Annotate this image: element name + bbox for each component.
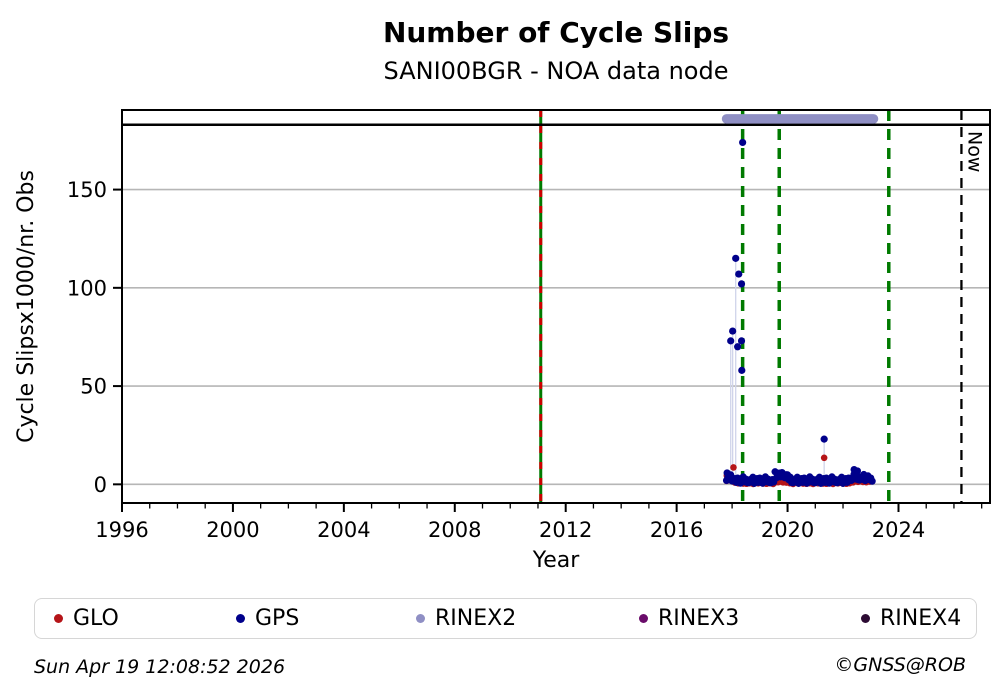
legend-item-rinex2: RINEX2 [416,599,516,638]
svg-text:1996: 1996 [95,518,148,542]
svg-text:0: 0 [94,473,107,497]
legend-item-rinex3: RINEX3 [639,599,739,638]
svg-text:100: 100 [67,276,107,300]
chart-plot-area: Now 1996 2000 2004 2008 2012 2016 2020 2024 0 50 10… [14,109,991,573]
legend-label-rinex2: RINEX2 [435,605,517,631]
gps-marker-icon [236,614,245,623]
svg-text:Cycle Slipsx1000/nr. Obs: Cycle Slipsx1000/nr. Obs [14,170,39,443]
legend-label-gps: GPS [255,605,300,631]
legend-label-glo: GLO [73,605,119,631]
chart-legend: GLO GPS RINEX2 RINEX3 RINEX4 [34,598,977,639]
svg-text:2012: 2012 [539,518,592,542]
rinex3-marker-icon [639,614,648,623]
legend-label-rinex3: RINEX3 [658,605,740,631]
svg-text:2008: 2008 [428,518,481,542]
legend-item-glo: GLO [54,599,119,638]
chart-title: Number of Cycle Slips [382,16,730,49]
rinex4-marker-icon [861,614,870,623]
svg-text:2024: 2024 [872,518,925,542]
svg-text:Now: Now [963,131,985,172]
svg-text:150: 150 [67,178,107,202]
rinex2-marker-icon [416,614,425,623]
svg-text:Year: Year [532,548,581,573]
legend-item-gps: GPS [236,599,299,638]
svg-text:2000: 2000 [206,518,259,542]
copyright-label: ©GNSS@ROB [834,654,966,676]
timestamp-label: Sun Apr 19 12:08:52 2026 [34,656,286,678]
svg-text:2004: 2004 [317,518,370,542]
glo-marker-icon [54,614,63,623]
legend-label-rinex4: RINEX4 [880,605,962,631]
svg-text:2016: 2016 [650,518,703,542]
svg-text:50: 50 [80,375,107,399]
chart-subtitle: SANI00BGR - NOA data node [383,57,729,85]
legend-item-rinex4: RINEX4 [861,599,961,638]
svg-text:2020: 2020 [761,518,814,542]
